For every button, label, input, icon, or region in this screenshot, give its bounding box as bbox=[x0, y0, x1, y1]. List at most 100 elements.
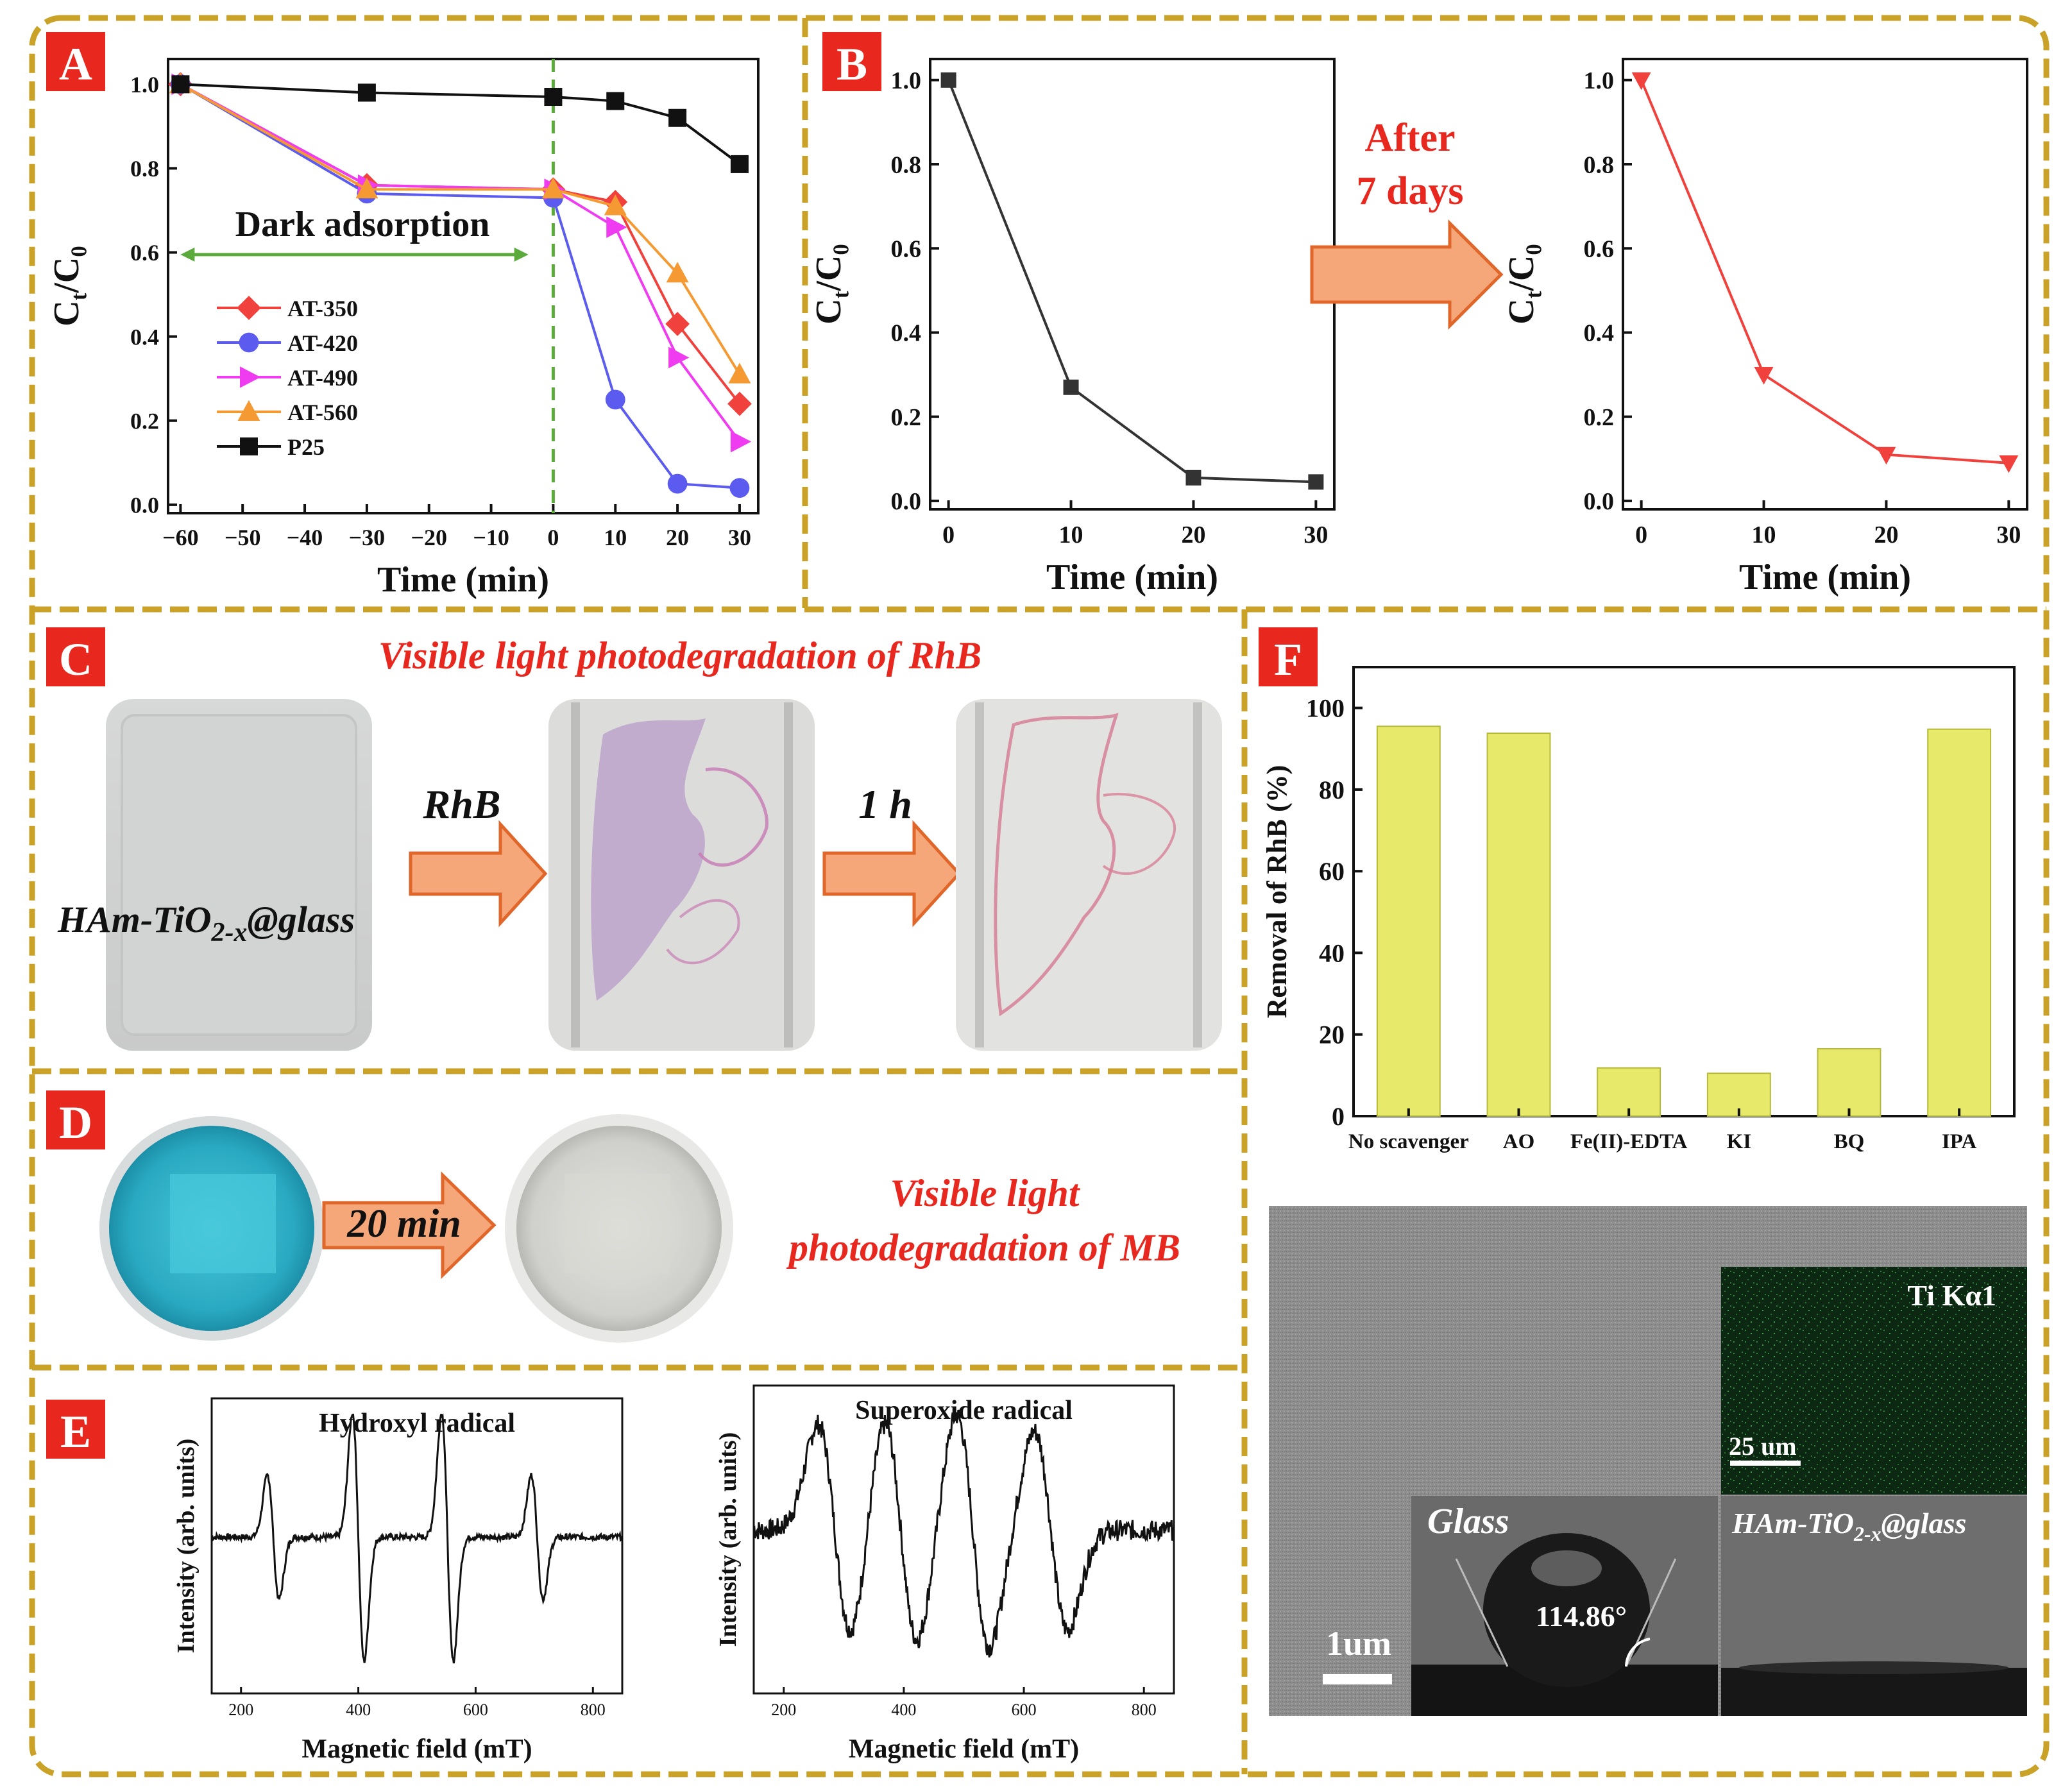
y-axis-label: Ct/C0 bbox=[1502, 244, 1546, 324]
plot-frame bbox=[167, 58, 760, 514]
legend-marker bbox=[237, 296, 261, 320]
plot-frame bbox=[929, 58, 1336, 511]
x-tick-label: −30 bbox=[349, 525, 386, 550]
data-point bbox=[357, 83, 376, 102]
svg-text:E: E bbox=[60, 1406, 91, 1457]
x-tick-label: −10 bbox=[473, 525, 509, 550]
x-tick-label: 0 bbox=[942, 521, 955, 548]
x-tick-label: KI bbox=[1727, 1130, 1752, 1153]
series-line bbox=[947, 80, 1316, 484]
x-tick-label: 20 bbox=[1181, 521, 1205, 548]
sem-scale-label: 1um bbox=[1326, 1624, 1391, 1663]
y-tick-label: 0.4 bbox=[130, 324, 159, 350]
data-point bbox=[1063, 379, 1079, 395]
x-tick-label: 600 bbox=[463, 1700, 488, 1719]
y-axis-label: Ct/C0 bbox=[809, 244, 853, 324]
x-tick-label: −60 bbox=[162, 525, 199, 550]
y-tick-label: 40 bbox=[1319, 938, 1345, 967]
y-tick-label: 0.8 bbox=[1584, 151, 1615, 178]
legend-marker bbox=[240, 366, 261, 388]
x-tick-label: IPA bbox=[1942, 1130, 1977, 1153]
x-tick-label: 20 bbox=[666, 525, 689, 550]
legend-entry: P25 bbox=[287, 434, 325, 460]
badge-a: A bbox=[46, 32, 105, 91]
legend-marker bbox=[239, 332, 259, 353]
coated-label: HAm-TiO2-x@glass bbox=[1731, 1507, 1966, 1545]
y-axis-label: Ct/C0 bbox=[47, 246, 91, 326]
y-tick-label: 80 bbox=[1319, 776, 1345, 804]
data-point bbox=[1999, 455, 2019, 473]
x-axis-label: Magnetic field (mT) bbox=[849, 1734, 1079, 1764]
twenty-min-arrow: 20 min bbox=[322, 1171, 497, 1279]
x-tick-label: No scavenger bbox=[1348, 1130, 1469, 1153]
plot-frame bbox=[1622, 58, 2028, 511]
plot-frame bbox=[752, 1384, 1175, 1695]
legend-marker bbox=[237, 400, 260, 421]
rhb-arrow-label: RhB bbox=[423, 781, 501, 827]
y-axis-label: Intensity (arb. units) bbox=[173, 1439, 200, 1654]
legend-entry: AT-560 bbox=[287, 400, 358, 425]
plot-frame bbox=[1352, 666, 2016, 1117]
bar bbox=[1597, 1067, 1661, 1117]
x-tick-label: 400 bbox=[346, 1700, 371, 1719]
y-axis-label: Removal of RhB (%) bbox=[1261, 765, 1293, 1019]
badge-b: B bbox=[822, 32, 881, 91]
bar bbox=[1486, 733, 1551, 1117]
photo-rhb-stained-slide bbox=[548, 699, 815, 1051]
data-point bbox=[730, 430, 752, 453]
data-point bbox=[668, 108, 687, 127]
svg-text:F: F bbox=[1274, 634, 1302, 685]
chart-b-after-7-days: 0 10 20 30 0.0 0.2 0.4 0.6 0.8 1.0 Time (min) Ct/C0 bbox=[1502, 58, 2028, 597]
data-point bbox=[171, 75, 190, 94]
data-point bbox=[541, 178, 565, 199]
chart-a: −60 −50 −40 −30 −20 −10 0 10 20 30 0.0 0.2 0.4 0.6 0.8… bbox=[47, 58, 760, 600]
chart-f-scavenger: 0 20 40 60 80 100 No scavenger AO Fe(II)-EDTA KI B… bbox=[1261, 666, 2016, 1153]
y-tick-label: 0.4 bbox=[1584, 320, 1615, 347]
svg-text:D: D bbox=[59, 1097, 92, 1148]
y-tick-label: 1.0 bbox=[130, 72, 159, 98]
y-tick-label: 20 bbox=[1319, 1021, 1345, 1049]
data-point bbox=[727, 391, 752, 416]
x-tick-label: Fe(II)-EDTA bbox=[1570, 1130, 1688, 1153]
y-tick-label: 0.6 bbox=[1584, 236, 1615, 263]
glass-label: Glass bbox=[1427, 1502, 1509, 1541]
x-tick-label: −50 bbox=[225, 525, 261, 550]
coated-contact-angle-photo: HAm-TiO2-x@glass bbox=[1721, 1496, 2027, 1716]
chart-b-fresh: 0 10 20 30 0.0 0.2 0.4 0.6 0.8 1.0 Time (min) Ct/C0 bbox=[809, 58, 1336, 597]
x-tick-label: 30 bbox=[728, 525, 751, 550]
x-tick-label: 20 bbox=[1874, 521, 1898, 548]
y-tick-label: 0.6 bbox=[891, 236, 922, 263]
bar bbox=[1376, 725, 1441, 1117]
data-point bbox=[606, 216, 627, 239]
data-point bbox=[729, 478, 750, 498]
x-tick-label: BQ bbox=[1834, 1130, 1865, 1153]
data-point bbox=[544, 88, 563, 106]
seven-days-label: 7 days bbox=[1356, 169, 1463, 213]
legend-entry: AT-490 bbox=[287, 365, 358, 391]
x-tick-label: −20 bbox=[411, 525, 447, 550]
panel-d-title-line2: photodegradation of MB bbox=[786, 1226, 1180, 1269]
data-point bbox=[667, 473, 688, 494]
one-hour-label: 1 h bbox=[858, 781, 912, 827]
legend-marker bbox=[240, 437, 258, 455]
badge-d: D bbox=[46, 1090, 105, 1149]
contact-angle-value: 114.86° bbox=[1536, 1600, 1627, 1632]
x-axis-label: Time (min) bbox=[1046, 557, 1218, 597]
x-tick-label: 0 bbox=[547, 525, 559, 550]
data-point bbox=[668, 346, 690, 369]
epr-spectrum bbox=[752, 1409, 1175, 1658]
photo-clean-slide bbox=[106, 699, 372, 1051]
ti-eds-map: Ti Kα1 25 um bbox=[1721, 1267, 2027, 1495]
svg-text:C: C bbox=[59, 634, 92, 685]
y-tick-label: 0.4 bbox=[891, 320, 922, 347]
y-tick-label: 0.2 bbox=[1584, 404, 1615, 431]
data-point bbox=[1876, 446, 1896, 465]
y-tick-label: 100 bbox=[1306, 694, 1345, 723]
x-tick-label: 10 bbox=[1059, 521, 1083, 548]
bar bbox=[1927, 728, 1992, 1117]
x-tick-label: 200 bbox=[771, 1700, 796, 1719]
panel-c-title: Visible light photodegradation of RhB bbox=[378, 634, 981, 677]
data-point bbox=[604, 194, 627, 216]
x-tick-label: 0 bbox=[1635, 521, 1647, 548]
